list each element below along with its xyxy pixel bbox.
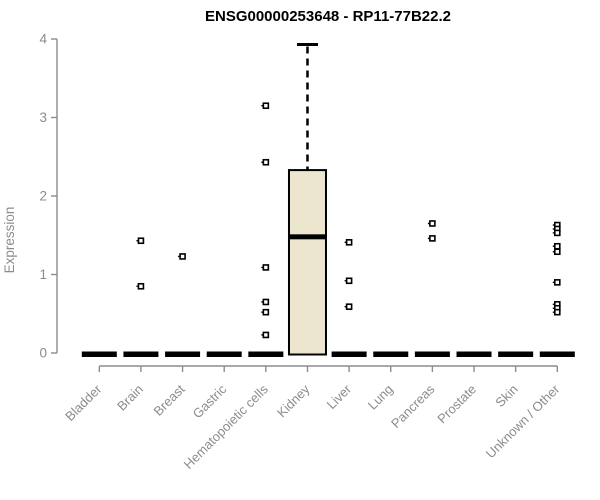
median-line (288, 234, 326, 240)
x-category-label: Skin (492, 382, 520, 410)
outlier-point (137, 237, 145, 245)
collapsed-box-bar (373, 351, 409, 357)
collapsed-box-bar (165, 351, 201, 357)
collapsed-box-bar (331, 351, 367, 357)
outlier-point (429, 235, 436, 242)
outlier-point (429, 220, 436, 227)
y-tick-label: 0 (39, 346, 47, 361)
collapsed-box-bar (123, 351, 159, 357)
chart-title: ENSG00000253648 - RP11-77B22.2 (205, 8, 451, 25)
outlier-point (345, 303, 353, 310)
x-category-label: Pancreas (388, 381, 438, 431)
outlier-point (553, 229, 561, 237)
x-category-label: Prostate (434, 382, 479, 427)
collapsed-box-bar (248, 351, 284, 357)
outlier-point (137, 282, 145, 290)
x-category-label: Breast (151, 381, 188, 418)
outlier-point (262, 158, 270, 166)
y-tick-label: 3 (39, 110, 47, 125)
outlier-point (262, 102, 270, 110)
y-axis-label: Expression (2, 207, 17, 274)
outlier-point (262, 331, 270, 339)
collapsed-box-bar (206, 351, 242, 357)
outlier-point (553, 242, 561, 250)
outlier-point (553, 248, 561, 256)
y-tick-label: 1 (39, 267, 47, 282)
x-category-label: Brain (114, 382, 146, 414)
outlier-point (553, 308, 561, 316)
y-tick-label: 2 (39, 189, 47, 204)
outlier-point (553, 279, 561, 286)
outlier-point (262, 298, 270, 306)
x-category-label: Lung (365, 382, 396, 413)
x-category-label: Liver (324, 381, 355, 412)
box (287, 169, 327, 356)
outlier-point (345, 277, 353, 285)
y-tick-label: 4 (39, 32, 47, 47)
collapsed-box-bar (456, 351, 492, 357)
collapsed-box-bar (498, 351, 534, 357)
outlier-point (179, 253, 186, 260)
outlier-point (262, 308, 270, 316)
outlier-point (262, 264, 270, 271)
collapsed-box-bar (414, 351, 450, 357)
outlier-point (345, 239, 353, 246)
x-category-label: Unknown / Other (483, 381, 563, 461)
x-category-label: Kidney (274, 381, 313, 420)
x-category-label: Gastric (190, 381, 230, 421)
x-category-label: Bladder (62, 381, 105, 424)
collapsed-box-bar (539, 351, 575, 357)
collapsed-box-bar (81, 351, 117, 357)
